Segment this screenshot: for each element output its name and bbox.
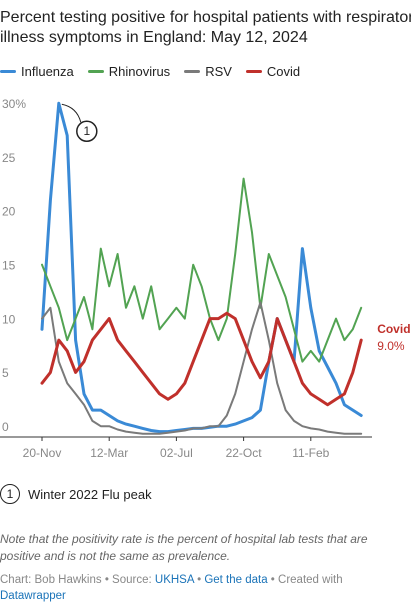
series-line: [41, 301, 363, 435]
legend-swatch: [87, 70, 104, 73]
legend-item: RSV: [184, 64, 232, 79]
x-tick-label: 22-Oct: [226, 446, 263, 460]
source-link[interactable]: UKHSA: [154, 574, 194, 586]
legend-item: Influenza: [0, 64, 74, 79]
series-line: [41, 177, 363, 363]
y-tick-label: 5: [2, 366, 9, 380]
x-tick-label: 20-Nov: [23, 446, 62, 460]
y-tick-label: 10: [2, 312, 16, 326]
legend-swatch: [245, 70, 262, 73]
chart: 0 5 10 15 20 25 30% 20-Nov 12-Mar 02-Jul 22-Oct 11-…: [0, 97, 411, 460]
series-line: [40, 101, 363, 434]
value-label: 9.0%: [377, 339, 405, 353]
annotation-circle: [76, 120, 98, 142]
chart-title: Percent testing positive for hospital pa…: [0, 9, 411, 46]
annotation-marker: 1: [0, 484, 20, 504]
legend-swatch: [0, 70, 16, 73]
legend: Influenza Rhinovirus RSV Covid: [0, 64, 300, 79]
y-tick-label: 0: [2, 420, 9, 434]
legend-label: Rhinovirus: [108, 64, 171, 79]
legend-label: Covid: [266, 64, 301, 79]
legend-label: Influenza: [21, 64, 74, 79]
y-tick-label: 25: [2, 151, 16, 165]
annotation-arrow: [61, 103, 82, 123]
y-tick-label: 20: [2, 205, 16, 219]
legend-item: Covid: [245, 64, 301, 79]
legend-label: RSV: [205, 64, 232, 79]
legend-swatch: [184, 70, 201, 73]
credit-author: Chart: Bob Hawkins: [0, 574, 102, 586]
x-tick-label: 12-Mar: [90, 446, 128, 460]
legend-item: Rhinovirus: [87, 64, 171, 79]
note: Note that the positivity rate is the per…: [0, 532, 368, 563]
credits: Chart: Bob Hawkins • Source: UKHSA • Get…: [0, 574, 343, 602]
x-tick-label: 02-Jul: [160, 446, 193, 460]
annotation-key: 1 Winter 2022 Flu peak: [0, 484, 152, 504]
credit-created: Created with: [278, 574, 343, 586]
series-line: [40, 311, 363, 407]
tool-link[interactable]: Datawrapper: [0, 590, 66, 602]
data-link[interactable]: Get the data: [204, 574, 268, 586]
annotation-label: 1: [83, 124, 90, 138]
y-tick-label: 15: [2, 259, 16, 273]
y-tick-label: 30%: [2, 97, 26, 111]
annotation-text: Winter 2022 Flu peak: [28, 486, 152, 502]
series-end-name: Covid: [377, 322, 410, 336]
credit-source-label: Source:: [112, 574, 152, 586]
x-tick-label: 11-Feb: [292, 446, 329, 460]
